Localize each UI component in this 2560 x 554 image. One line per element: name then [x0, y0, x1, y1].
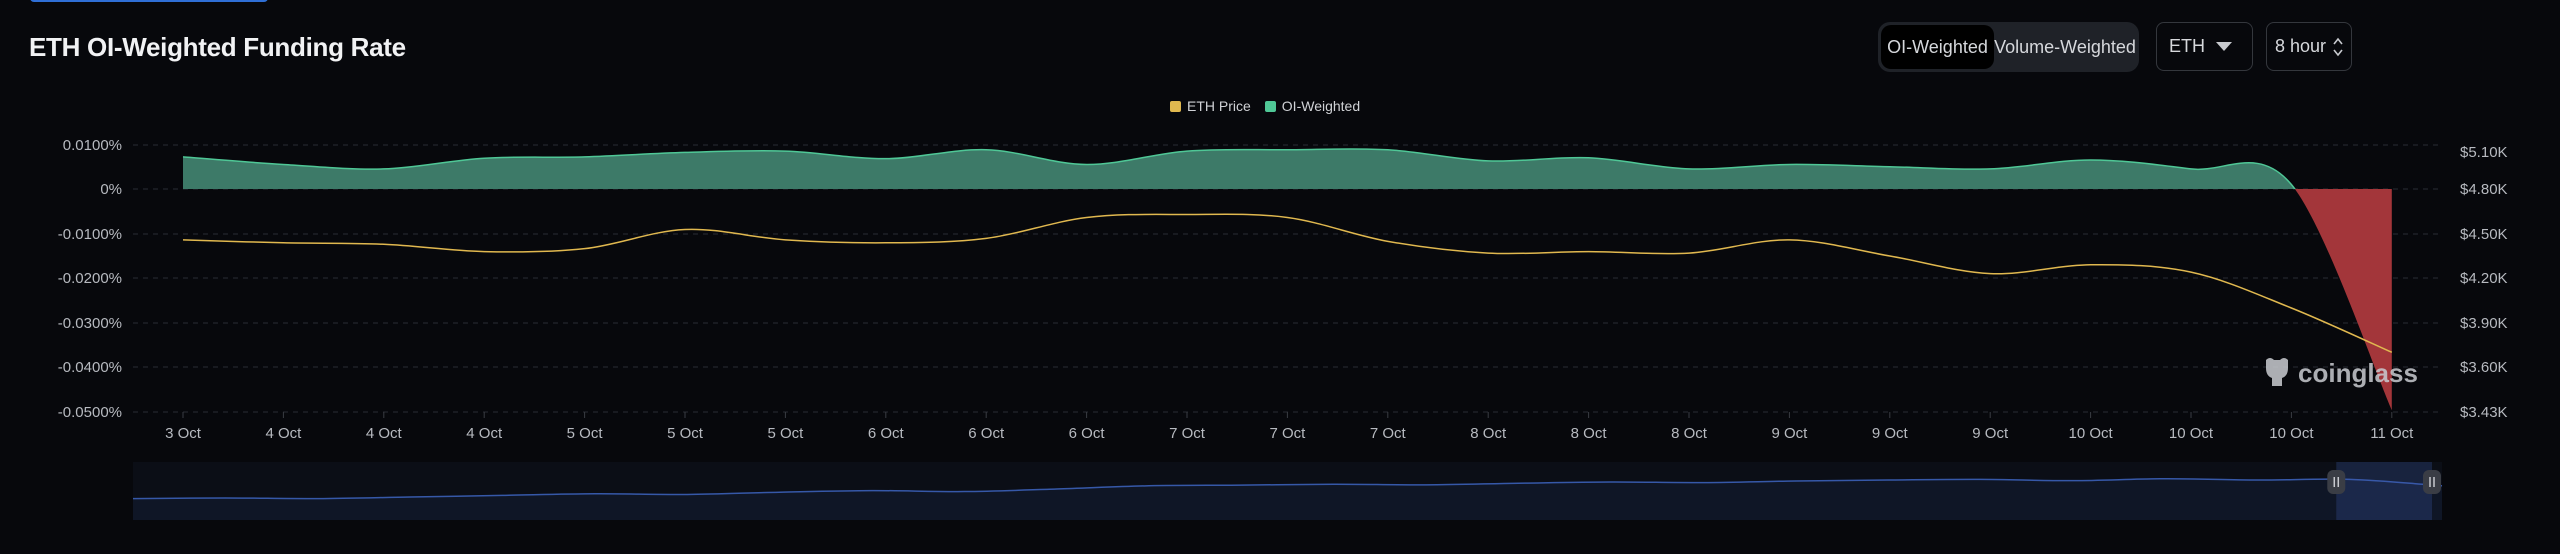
legend-label: ETH Price [1187, 98, 1251, 114]
x-axis-tick: 3 Oct [165, 425, 202, 442]
x-axis-tick: 5 Oct [767, 425, 804, 442]
right-axis-tick: $5.10K [2460, 144, 2508, 161]
left-axis-tick: -0.0200% [58, 270, 122, 287]
x-axis-tick: 6 Oct [1069, 425, 1106, 442]
x-axis-tick: 8 Oct [1470, 425, 1507, 442]
x-axis-tick: 11 Oct [2370, 425, 2414, 442]
x-axis-tick: 6 Oct [868, 425, 905, 442]
x-axis-tick: 10 Oct [2269, 425, 2314, 442]
x-axis-tick: 8 Oct [1671, 425, 1708, 442]
interval-select-value: 8 hour [2275, 36, 2327, 56]
right-axis-tick: $3.43K [2460, 404, 2508, 421]
tab-oi-weighted[interactable]: OI-Weighted [1881, 25, 1994, 69]
right-axis-tick: $4.50K [2460, 226, 2508, 243]
legend-item-eth-price[interactable]: ETH Price [1170, 98, 1251, 114]
x-axis-tick: 5 Oct [667, 425, 704, 442]
x-axis-tick: 5 Oct [567, 425, 604, 442]
top-blue-button-edge[interactable] [30, 0, 268, 2]
symbol-select-value: ETH [2169, 36, 2205, 56]
watermark-text: coinglass [2298, 357, 2418, 388]
x-axis-tick: 8 Oct [1571, 425, 1608, 442]
right-axis-tick: $4.80K [2460, 181, 2508, 198]
x-axis-tick: 9 Oct [1771, 425, 1808, 442]
x-axis-tick: 4 Oct [466, 425, 503, 442]
right-axis-tick: $4.20K [2460, 270, 2508, 287]
x-axis-tick: 7 Oct [1370, 425, 1407, 442]
right-axis-tick: $3.90K [2460, 315, 2508, 332]
x-axis-tick: 9 Oct [1872, 425, 1909, 442]
x-axis-tick: 6 Oct [968, 425, 1005, 442]
legend-item-oi-weighted[interactable]: OI-Weighted [1264, 98, 1361, 114]
left-axis-tick: 0.0100% [63, 137, 122, 154]
legend-swatch [1170, 100, 1181, 112]
legend-label: OI-Weighted [1281, 98, 1361, 114]
caret-down-icon [2216, 42, 2232, 51]
funding-positive-area [183, 148, 2392, 189]
eth-price-line [182, 213, 2393, 354]
x-axis-tick: 10 Oct [2169, 425, 2214, 442]
right-axis-tick: $3.60K [2460, 359, 2508, 376]
interval-select[interactable]: 8 hour [2266, 22, 2352, 71]
coinglass-watermark: coinglass [2262, 356, 2418, 390]
x-axis-tick: 4 Oct [366, 425, 403, 442]
symbol-select[interactable]: ETH [2156, 22, 2253, 71]
x-axis-tick: 7 Oct [1169, 425, 1206, 442]
funding-line [182, 148, 2296, 189]
up-down-chevron-icon [2333, 37, 2343, 56]
x-axis-tick: 10 Oct [2069, 425, 2114, 442]
navigator-handle[interactable] [2327, 470, 2346, 494]
x-axis-tick: 7 Oct [1269, 425, 1306, 442]
weighting-toggle: OI-Weighted Volume-Weighted [1878, 22, 2139, 72]
x-axis-tick: 9 Oct [1972, 425, 2009, 442]
left-axis-tick: 0% [100, 181, 122, 198]
page-title: ETH OI-Weighted Funding Rate [29, 32, 406, 62]
chart-legend: ETH Price OI-Weighted [1170, 98, 1360, 114]
left-axis-tick: -0.0500% [58, 404, 122, 421]
legend-swatch [1264, 100, 1276, 112]
x-axis-tick: 4 Oct [265, 425, 302, 442]
left-axis-tick: -0.0100% [58, 226, 122, 243]
coinglass-logo-icon [2266, 358, 2288, 386]
tab-volume-weighted[interactable]: Volume-Weighted [1994, 36, 2136, 57]
navigator-handle[interactable] [2423, 470, 2441, 494]
navigator-area [133, 478, 2442, 520]
navigator-line [132, 478, 2443, 500]
navigator-selection[interactable] [2336, 462, 2432, 520]
left-axis-tick: -0.0400% [58, 359, 122, 376]
left-axis-tick: -0.0300% [58, 315, 122, 332]
